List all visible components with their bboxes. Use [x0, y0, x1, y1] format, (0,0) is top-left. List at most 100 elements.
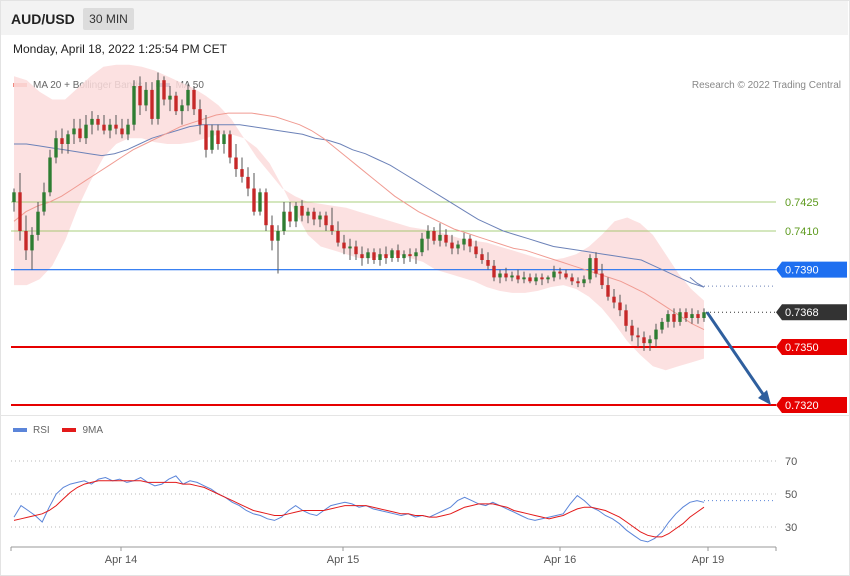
- candle-body: [540, 277, 544, 280]
- ma50-line: [14, 124, 705, 288]
- candle-body: [630, 325, 634, 336]
- candle-body: [228, 134, 232, 158]
- candle-body: [342, 242, 346, 249]
- price-badge-label: 0.7368: [785, 307, 819, 319]
- rsi-tick-label: 50: [785, 489, 797, 501]
- x-tick-label: Apr 19: [692, 554, 724, 566]
- candle-body: [240, 169, 244, 177]
- candle-body: [18, 192, 22, 231]
- candle-body: [612, 296, 616, 303]
- candle-body: [366, 252, 370, 259]
- candle-body: [78, 128, 82, 139]
- price-badge: [776, 339, 847, 355]
- legend-label: 9MA: [82, 425, 104, 436]
- price-badge-label: 0.7390: [785, 265, 819, 277]
- candle-body: [306, 211, 310, 216]
- legend-item-rsi: RSI: [13, 425, 50, 436]
- candle-body: [360, 254, 364, 259]
- rsi-ma-line: [13, 480, 705, 538]
- candle-body: [168, 95, 172, 100]
- candle-body: [456, 244, 460, 249]
- candle-body: [696, 314, 700, 318]
- candle-body: [114, 124, 118, 129]
- rsi-tick-label: 30: [785, 522, 797, 534]
- candle-body: [288, 211, 292, 222]
- candle-body: [636, 335, 640, 338]
- candle-body: [468, 238, 472, 247]
- candle-body: [264, 192, 268, 226]
- candle-body: [438, 234, 442, 241]
- timeframe-badge[interactable]: 30 MIN: [83, 8, 134, 30]
- candle-body: [126, 124, 130, 135]
- legend-label: MA 50: [175, 80, 204, 91]
- candle-body: [654, 329, 658, 340]
- candle-body: [336, 231, 340, 243]
- credit-text: Research © 2022 Trading Central: [691, 80, 841, 91]
- candle-body: [66, 134, 70, 144]
- candle-body: [132, 86, 136, 125]
- candle-body: [348, 246, 352, 249]
- candle-body: [516, 275, 520, 280]
- candle-body: [582, 279, 586, 284]
- candle-body: [216, 130, 220, 144]
- candle-body: [570, 277, 574, 282]
- candle-body: [474, 246, 478, 255]
- candle-body: [672, 314, 676, 322]
- candle-body: [408, 254, 412, 257]
- candle-body: [42, 192, 46, 212]
- forecast-arrowhead-icon: [758, 390, 771, 405]
- candle-body: [444, 234, 448, 243]
- rsi-line: [13, 475, 705, 543]
- candle-body: [606, 285, 610, 297]
- legend-item-9ma: 9MA: [62, 425, 103, 436]
- candle-body: [36, 211, 40, 235]
- candle-body: [678, 312, 682, 322]
- candle-body: [246, 176, 250, 189]
- candle-body: [150, 89, 154, 119]
- candle-body: [528, 277, 532, 282]
- candle-body: [378, 254, 382, 260]
- header-bar: AUD/USD 30 MIN: [1, 1, 848, 35]
- price-badge: [776, 397, 847, 413]
- candle-body: [180, 105, 184, 112]
- candle-body: [186, 89, 190, 106]
- candle-body: [30, 234, 34, 251]
- timestamp: Monday, April 18, 2022 1:25:54 PM CET: [13, 42, 227, 56]
- candle-body: [60, 138, 64, 144]
- candle-body: [90, 118, 94, 125]
- candle-body: [210, 130, 214, 150]
- bollinger-band: [14, 64, 704, 371]
- candle-body: [396, 250, 400, 258]
- candle-body: [588, 258, 592, 280]
- candle-body: [144, 89, 148, 106]
- candle-body: [330, 225, 334, 231]
- price-badge: [776, 304, 847, 321]
- candle-body: [666, 314, 670, 322]
- candle-body: [174, 95, 178, 112]
- candle-body: [510, 275, 514, 278]
- x-tick-label: Apr 16: [544, 554, 576, 566]
- candle-body: [24, 231, 28, 251]
- candle-body: [270, 225, 274, 241]
- price-badge: [776, 261, 847, 278]
- candle-body: [96, 118, 100, 125]
- candle-body: [690, 314, 694, 318]
- candle-body: [252, 188, 256, 212]
- symbol-title: AUD/USD: [11, 11, 75, 27]
- candle-body: [420, 238, 424, 253]
- candle-body: [660, 321, 664, 330]
- ma50-extension: [689, 277, 705, 288]
- level-label: 0.7410: [785, 226, 819, 238]
- candle-body: [486, 260, 490, 266]
- candle-body: [138, 86, 142, 106]
- candle-body: [618, 302, 622, 311]
- x-tick-label: Apr 15: [327, 554, 359, 566]
- rsi-tick-label: 70: [785, 456, 797, 468]
- candle-body: [54, 138, 58, 158]
- candle-body: [492, 265, 496, 278]
- candle-body: [462, 238, 466, 245]
- panel-divider: [0, 415, 850, 416]
- candle-body: [120, 128, 124, 135]
